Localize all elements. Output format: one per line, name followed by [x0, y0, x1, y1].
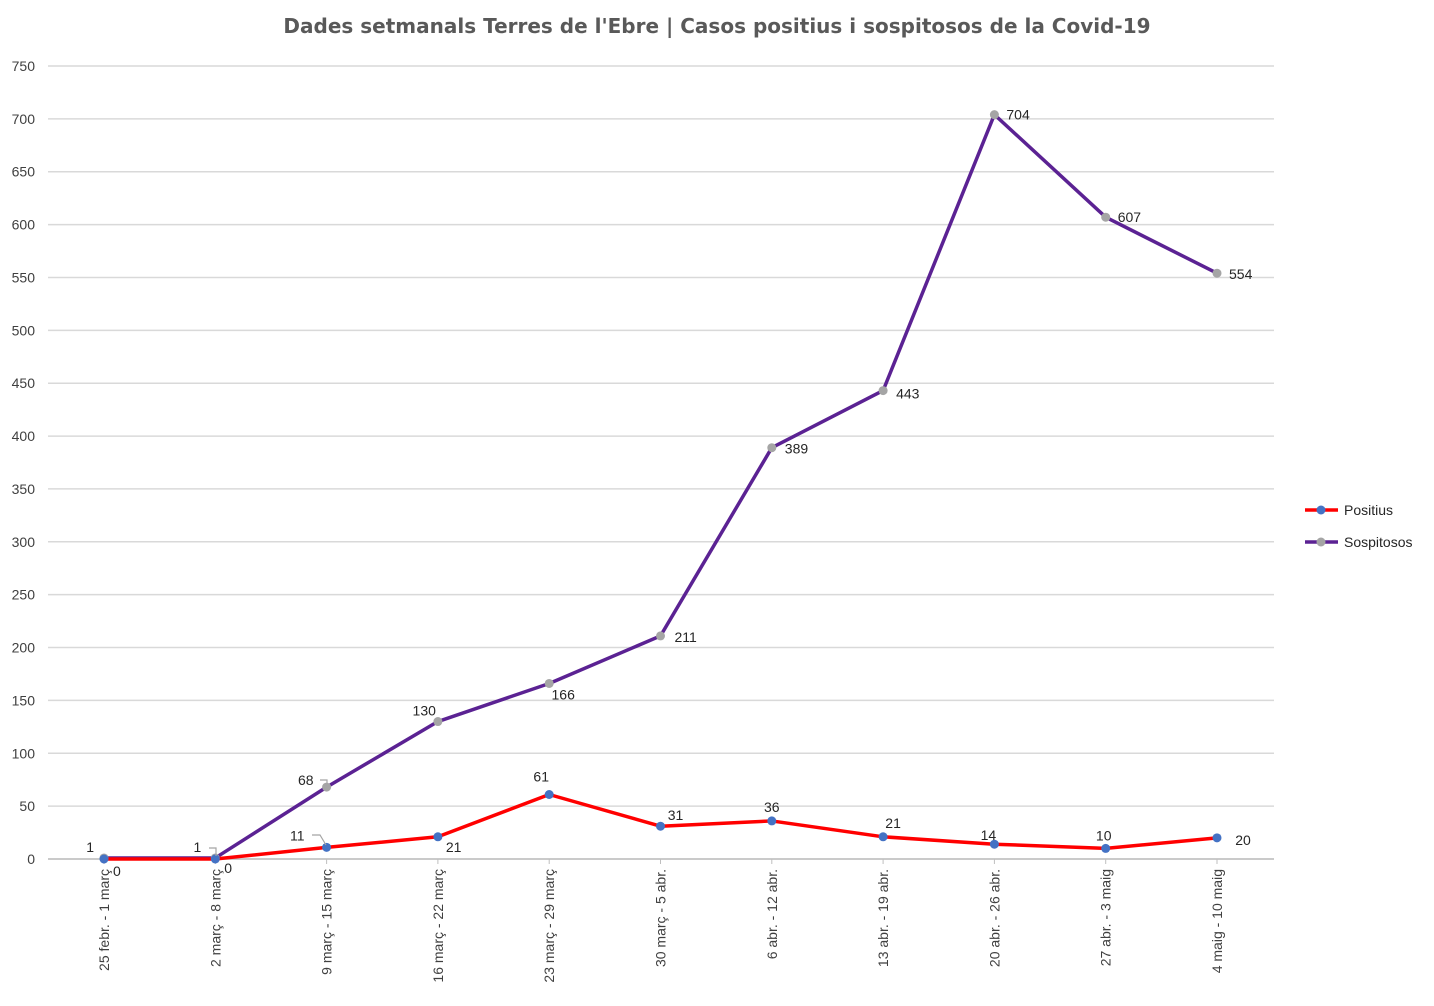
data-label: 14: [981, 827, 997, 843]
data-point: [989, 110, 999, 120]
data-point: [322, 842, 332, 852]
data-point: [878, 386, 888, 396]
legend-marker: [1316, 537, 1326, 547]
data-label: 36: [764, 799, 780, 815]
chart-title: Dades setmanals Terres de l'Ebre | Casos…: [283, 14, 1151, 38]
series-lines: [102, 112, 1219, 861]
y-tick-label: 200: [12, 640, 36, 656]
data-point: [544, 678, 554, 688]
y-tick-label: 100: [12, 745, 36, 761]
y-tick-label: 0: [27, 851, 35, 867]
y-tick-label: 650: [12, 164, 36, 180]
data-point: [767, 443, 777, 453]
data-label: 68: [298, 772, 314, 788]
data-label: 389: [785, 441, 809, 457]
data-label: 1: [194, 839, 202, 855]
series-line-sospitosos: [102, 112, 1219, 860]
x-tick-label: 20 abr. - 26 abr.: [986, 869, 1002, 967]
x-tick-label: 9 març - 15 març: [319, 869, 335, 975]
legend-marker: [1316, 505, 1326, 515]
data-point: [656, 631, 665, 641]
data-point: [989, 839, 999, 849]
data-point: [656, 821, 665, 831]
x-tick-label: 23 març - 29 març: [541, 869, 557, 983]
x-tick-label: 13 abr. - 19 abr.: [875, 869, 891, 967]
leader-line: [320, 779, 328, 786]
y-tick-label: 400: [12, 428, 36, 444]
leader-line: [312, 834, 327, 846]
x-axis-ticks: 25 febr. - 1 març 2 març - 8 març 9 març -…: [96, 859, 1225, 983]
data-label: 20: [1235, 832, 1251, 848]
data-label: 443: [896, 386, 920, 402]
data-label: 704: [1006, 107, 1030, 123]
data-label: 21: [885, 815, 901, 831]
y-tick-label: 50: [19, 798, 35, 814]
data-label: 11: [290, 827, 305, 843]
y-tick-label: 500: [12, 322, 36, 338]
x-tick-label: 27 abr. - 3 maig: [1098, 869, 1114, 966]
data-label: 607: [1118, 209, 1142, 225]
data-label: 61: [533, 769, 549, 785]
y-tick-label: 600: [12, 217, 36, 233]
data-label: 130: [413, 703, 437, 719]
y-tick-label: 150: [12, 692, 36, 708]
data-point: [1212, 268, 1222, 278]
data-label: 554: [1229, 266, 1253, 282]
data-point: [99, 854, 109, 864]
data-label: 166: [552, 686, 576, 702]
y-tick-label: 750: [12, 58, 36, 74]
data-point: [1212, 833, 1222, 843]
x-tick-label: 6 abr. - 12 abr.: [764, 869, 780, 959]
data-label: 0: [113, 863, 121, 879]
y-tick-label: 450: [12, 375, 36, 391]
x-tick-label: 2 març - 8 març: [207, 869, 223, 967]
x-tick-label: 25 febr. - 1 març: [96, 869, 112, 971]
x-tick-label: 4 maig - 10 maig: [1209, 869, 1225, 973]
legend-label: Sospitosos: [1344, 534, 1412, 550]
x-tick-label: 30 març - 5 abr.: [653, 869, 669, 967]
series-markers: [99, 110, 1222, 864]
leader-line: [209, 847, 217, 856]
data-point: [544, 790, 554, 800]
data-point: [322, 782, 332, 792]
legend-label: Positius: [1344, 502, 1393, 518]
data-label: 10: [1096, 827, 1112, 843]
data-label: 31: [668, 807, 684, 823]
data-label: 1: [86, 839, 94, 855]
x-tick-label: 16 març - 22 març: [430, 869, 446, 983]
data-label: 21: [446, 839, 462, 855]
y-tick-label: 300: [12, 534, 36, 550]
data-label: 211: [675, 629, 698, 645]
data-point: [767, 816, 777, 826]
data-point: [1101, 843, 1111, 853]
data-point: [433, 832, 443, 842]
gridlines: [48, 65, 1274, 860]
y-tick-label: 550: [12, 269, 36, 285]
legend: Positius Sospitosos: [1305, 502, 1412, 550]
y-tick-label: 700: [12, 111, 36, 127]
data-point: [878, 832, 888, 842]
y-tick-label: 250: [12, 587, 36, 603]
data-label: 0: [224, 860, 232, 876]
data-point: [1101, 212, 1111, 222]
data-point: [210, 854, 220, 864]
data-point: [433, 717, 443, 727]
y-tick-label: 350: [12, 481, 36, 497]
y-axis-ticks: 0 50 100 150 200 250 300 350 400 450 500 550 600 650 7…: [12, 58, 36, 867]
